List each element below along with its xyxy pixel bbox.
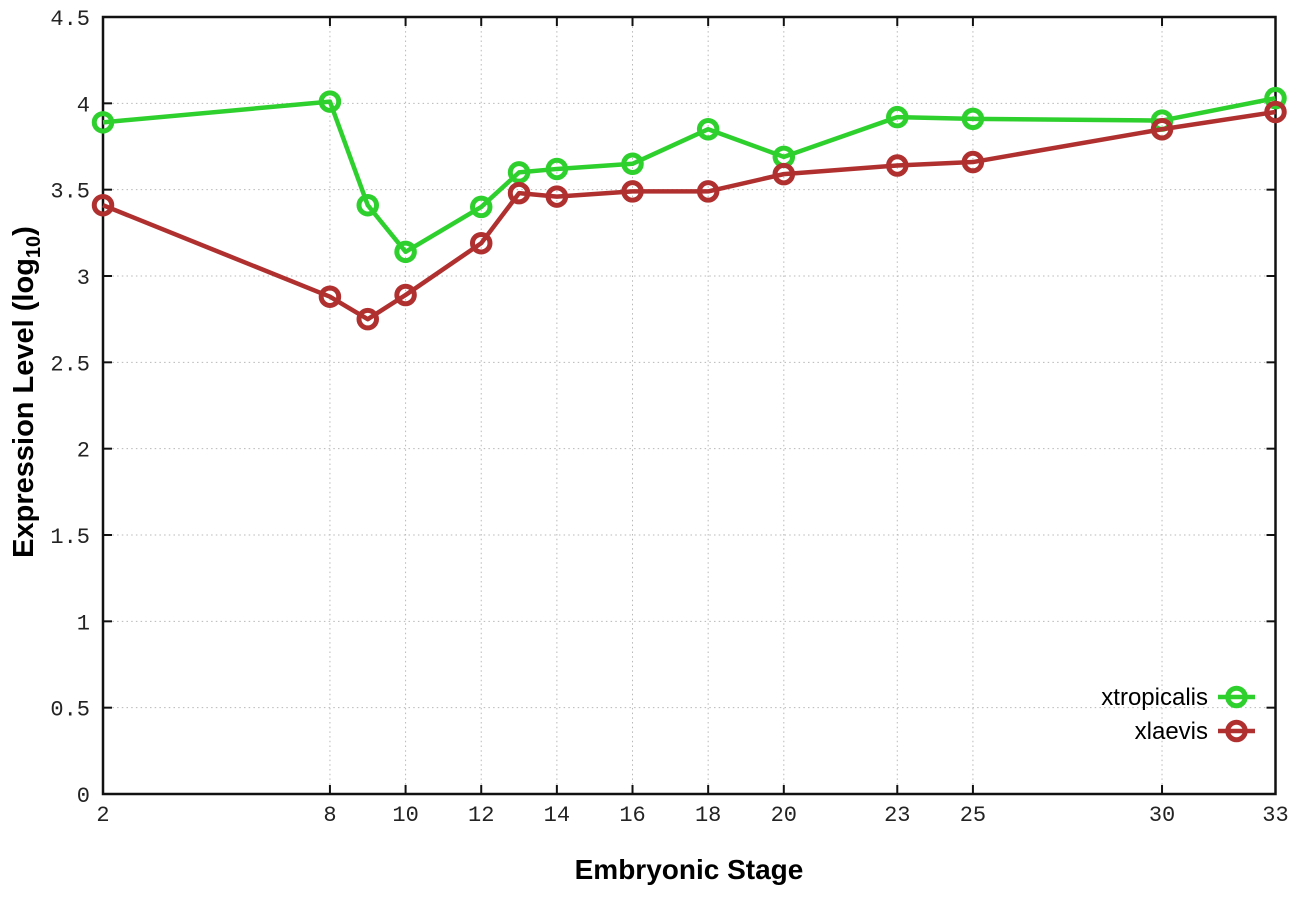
x-tick-label: 2 <box>96 803 109 828</box>
series-line-xtropicalis <box>102 95 1276 255</box>
legend: xtropicalis xlaevis <box>1101 684 1255 745</box>
x-axis-title: Embryonic Stage <box>575 854 804 885</box>
y-tick-label: 2.5 <box>50 352 90 377</box>
series-xtropicalis <box>91 86 1287 264</box>
legend-marker-xtropicalis <box>1225 685 1248 709</box>
x-tick-label: 12 <box>468 803 494 828</box>
data-point-xlaevis-stage-16 <box>621 180 644 203</box>
tick-marks <box>102 16 1277 795</box>
y-tick-label: 3.5 <box>50 180 90 205</box>
data-point-xtropicalis-stage-12 <box>469 195 493 219</box>
y-tick-label: 4 <box>77 93 90 118</box>
legend-entry-xlaevis: xlaevis <box>1135 718 1255 745</box>
x-tick-label: 23 <box>884 803 910 828</box>
series-xlaevis <box>91 100 1287 331</box>
legend-label-xtropicalis: xtropicalis <box>1101 684 1208 711</box>
data-point-xlaevis-stage-12 <box>469 231 493 255</box>
data-point-xtropicalis-stage-16 <box>621 152 644 176</box>
data-point-xlaevis-stage-25 <box>961 150 985 174</box>
x-tick-label: 33 <box>1262 803 1288 828</box>
data-point-xtropicalis-stage-25 <box>961 107 985 131</box>
y-axis-title-subscript: 10 <box>23 236 45 258</box>
data-point-xlaevis-stage-2 <box>91 193 115 217</box>
legend-label-xlaevis: xlaevis <box>1135 718 1208 745</box>
data-point-xlaevis-stage-20 <box>772 162 796 186</box>
data-point-xtropicalis-stage-23 <box>886 105 909 129</box>
data-point-xlaevis-stage-8 <box>318 285 342 308</box>
data-series <box>91 86 1287 331</box>
data-point-xlaevis-stage-10 <box>394 283 417 307</box>
gridlines <box>103 17 1276 794</box>
x-tick-labels: 2 8 10 12 14 16 18 20 23 25 30 33 <box>96 803 1288 828</box>
series-line-xlaevis <box>102 109 1276 322</box>
data-point-xtropicalis-stage-8 <box>318 90 342 113</box>
y-tick-label: 2 <box>77 439 90 464</box>
y-tick-label: 1 <box>77 611 90 636</box>
data-point-xtropicalis-stage-18 <box>696 117 720 141</box>
x-tick-label: 20 <box>771 803 797 828</box>
data-point-xtropicalis-stage-13 <box>507 161 531 184</box>
y-tick-label: 0 <box>77 784 90 809</box>
y-axis-title: Expression Level (log10) <box>8 226 45 558</box>
data-point-xlaevis-stage-18 <box>696 180 720 203</box>
legend-marker-xlaevis <box>1225 719 1248 743</box>
legend-entry-xtropicalis: xtropicalis <box>1101 684 1255 711</box>
data-point-xlaevis-stage-9 <box>356 307 380 331</box>
data-point-xtropicalis-stage-33 <box>1264 86 1287 110</box>
data-point-xtropicalis-stage-14 <box>545 157 569 181</box>
x-tick-label: 14 <box>544 803 570 828</box>
data-point-xtropicalis-stage-9 <box>356 193 380 217</box>
y-axis-title-main: Expression Level (log <box>8 258 40 558</box>
y-tick-label: 0.5 <box>50 698 90 723</box>
x-tick-label: 25 <box>960 803 986 828</box>
data-point-xlaevis-stage-13 <box>507 181 531 205</box>
x-tick-label: 30 <box>1149 803 1175 828</box>
data-point-xlaevis-stage-23 <box>886 154 909 177</box>
data-point-xtropicalis-stage-2 <box>91 111 115 134</box>
data-point-xlaevis-stage-33 <box>1264 100 1287 124</box>
x-tick-label: 18 <box>695 803 721 828</box>
data-point-xlaevis-stage-30 <box>1150 117 1174 141</box>
y-tick-labels: 0 0.5 1 1.5 2 2.5 3 3.5 4 4.5 <box>50 7 90 809</box>
x-tick-label: 10 <box>392 803 418 828</box>
data-point-xtropicalis-stage-10 <box>394 240 417 264</box>
data-point-xlaevis-stage-14 <box>545 185 569 208</box>
y-tick-label: 1.5 <box>50 525 90 550</box>
y-axis-title-close: ) <box>8 226 40 236</box>
y-tick-label: 4.5 <box>50 7 90 32</box>
x-tick-label: 16 <box>619 803 645 828</box>
y-tick-label: 3 <box>77 266 90 291</box>
plot-border <box>101 15 1277 796</box>
x-tick-label: 8 <box>323 803 336 828</box>
